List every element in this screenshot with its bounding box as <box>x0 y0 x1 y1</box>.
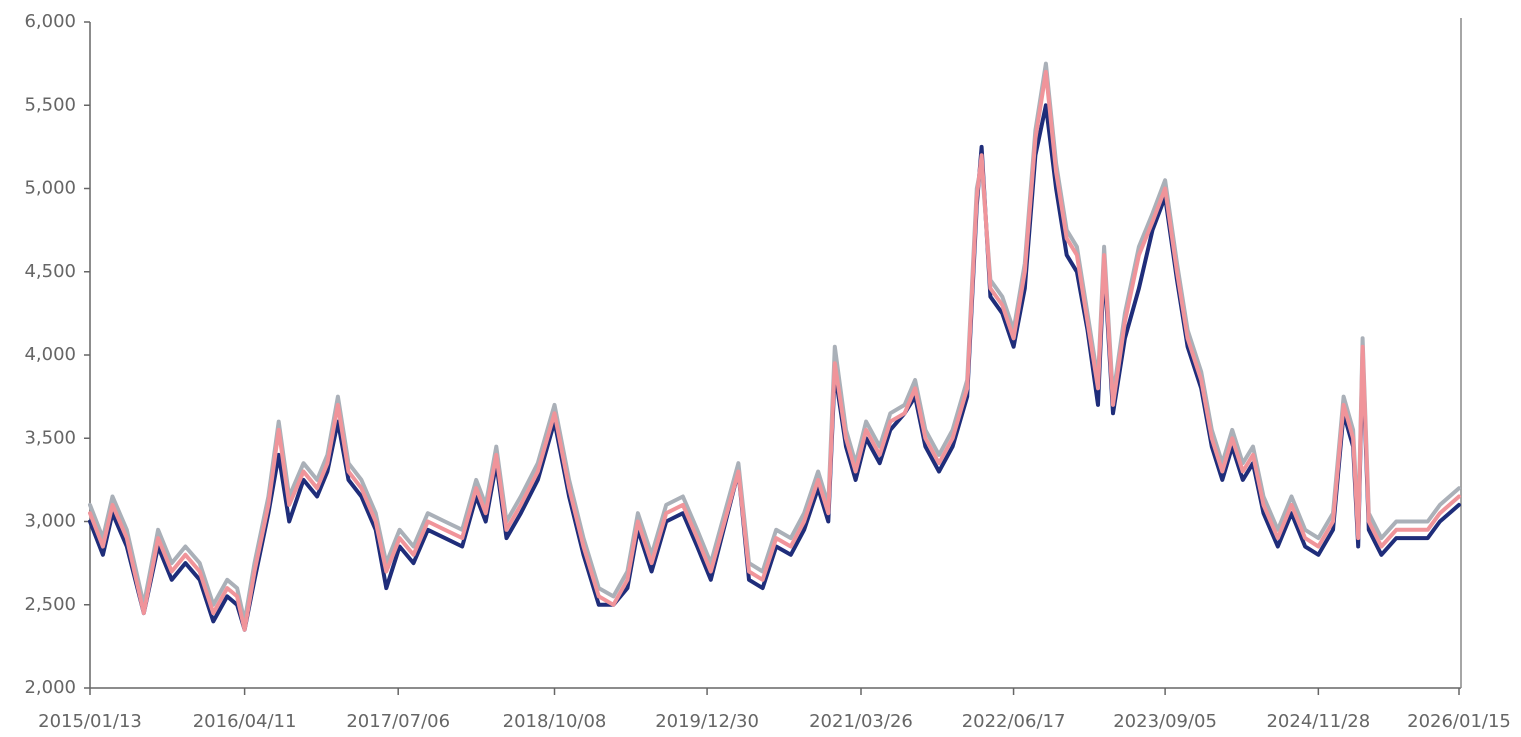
x-tick-label: 2017/07/06 <box>346 711 450 732</box>
y-tick-label: 6,000 <box>24 11 76 32</box>
x-tick-label: 2022/06/17 <box>962 711 1066 732</box>
y-tick-label: 3,000 <box>24 511 76 532</box>
y-tick-label: 2,000 <box>24 677 76 698</box>
y-tick-label: 2,500 <box>24 594 76 615</box>
x-tick-label: 2015/01/13 <box>38 711 142 732</box>
x-tick-label: 2016/04/11 <box>193 711 297 732</box>
y-tick-label: 3,500 <box>24 427 76 448</box>
x-tick-label: 2019/12/30 <box>655 711 759 732</box>
series-line <box>88 103 1461 632</box>
x-tick-label: 2023/09/05 <box>1113 711 1217 732</box>
y-tick-label: 4,500 <box>24 261 76 282</box>
series-line <box>88 69 1461 632</box>
y-tick-label: 5,500 <box>24 94 76 115</box>
x-tick-label: 2024/11/28 <box>1266 711 1370 732</box>
x-tick-label: 2021/03/26 <box>809 711 913 732</box>
y-tick-label: 5,000 <box>24 178 76 199</box>
y-tick-label: 4,000 <box>24 344 76 365</box>
x-tick-label: 2018/10/08 <box>503 711 607 732</box>
x-tick-label: 2026/01/15 <box>1407 711 1511 732</box>
